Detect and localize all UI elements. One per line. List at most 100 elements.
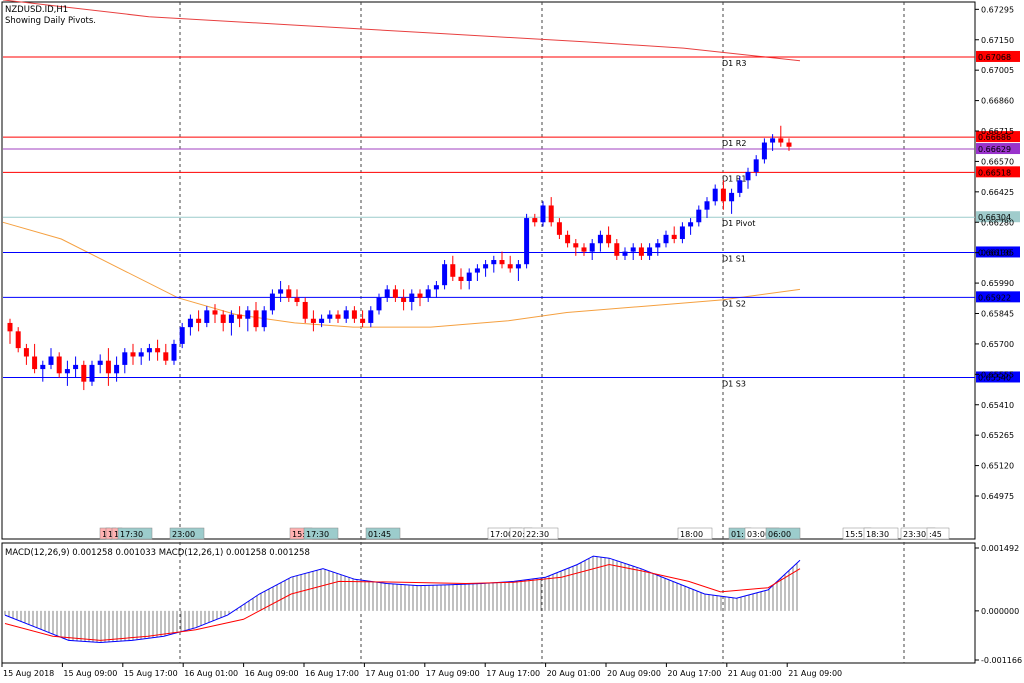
price-tick-label: 0.64975 (981, 492, 1014, 501)
candle-body (614, 243, 620, 256)
time-tick-label: 15 Aug 09:00 (63, 669, 117, 678)
event-tag (365, 527, 401, 540)
candle-body (81, 364, 87, 382)
candle-body (565, 234, 571, 244)
event-tag-label: 01:45 (368, 530, 391, 539)
price-tick-label: 0.65265 (981, 431, 1014, 440)
price-tick-label: 0.67005 (981, 66, 1014, 75)
price-tick-label: 0.66425 (981, 188, 1014, 197)
candle-body (286, 289, 292, 298)
pivot-label: D1 S2 (722, 299, 746, 308)
macd-panel-frame (1, 542, 976, 664)
candle-body (499, 260, 505, 265)
pivot-price-tag (976, 143, 1020, 155)
price-tick-label: 0.66280 (981, 218, 1014, 227)
time-tick-label: 16 Aug 01:00 (184, 669, 238, 678)
price-tick-label: 0.66570 (981, 157, 1014, 166)
pivot-label: D1 S1 (722, 254, 746, 263)
price-tick-label: 0.65410 (981, 401, 1014, 410)
candle-body (114, 364, 120, 374)
event-tag-label: :45 (929, 530, 942, 539)
pivot-price-tag-label: 0.66518 (978, 168, 1011, 177)
candle-body (679, 226, 685, 240)
candle-body (778, 138, 784, 143)
candle-body (474, 268, 480, 273)
candle-body (335, 314, 341, 319)
candle-body (105, 360, 111, 374)
price-tick-label: 0.67150 (981, 36, 1014, 45)
candle-body (122, 352, 128, 365)
event-tag-label: 17:30 (120, 530, 143, 539)
candle-body (606, 234, 612, 244)
event-tag (303, 527, 339, 540)
candle-body (647, 247, 653, 256)
candle-body (171, 343, 177, 361)
candle-body (179, 327, 185, 344)
pivot-subtitle: Showing Daily Pivots. (5, 16, 96, 26)
candle-body (15, 331, 21, 349)
candle-body (417, 293, 423, 298)
candle-body (491, 260, 497, 265)
time-tick-label: 17 Aug 17:00 (486, 669, 540, 678)
time-tick-label: 17 Aug 01:00 (365, 669, 419, 678)
price-panel-frame (1, 1, 976, 540)
candle-body (360, 318, 366, 323)
candle-body (548, 205, 554, 223)
candle-body (425, 289, 431, 298)
candle-body (515, 264, 521, 269)
price-tick-label: 0.66715 (981, 127, 1014, 136)
candle-body (56, 356, 62, 374)
time-tick-label: 16 Aug 17:00 (305, 669, 359, 678)
event-tag-label: 23:30 (903, 530, 926, 539)
candle-body (130, 352, 136, 357)
candle-body (294, 297, 300, 302)
candle-body (89, 364, 95, 382)
candle-body (23, 348, 29, 357)
event-tag (169, 527, 205, 540)
event-tag (765, 527, 801, 540)
pivot-price-tag-label: 0.65540 (978, 373, 1011, 382)
candle-body (450, 264, 456, 277)
candle-body (597, 234, 603, 244)
candle-body (696, 209, 702, 223)
candle-body (261, 310, 267, 328)
candle-body (343, 310, 349, 319)
candle-body (786, 142, 792, 147)
candle-body (663, 234, 669, 244)
event-tag-label: 06:00 (768, 530, 791, 539)
candle-body (638, 247, 644, 256)
candle-body (237, 314, 243, 319)
candle-body (64, 369, 70, 374)
candle-body (524, 218, 530, 265)
candle-body (720, 188, 726, 202)
moving-average-red (2, 0, 801, 62)
pivot-price-tag (976, 291, 1020, 303)
candle-body (688, 222, 694, 227)
macd-label: MACD(12,26,9) 0.001258 0.001033 MACD(12,… (5, 548, 310, 558)
candle-body (212, 310, 218, 315)
candle-body (376, 297, 382, 311)
event-tag-label: 1 (102, 530, 107, 539)
pivot-price-tag (976, 50, 1020, 62)
price-tick-label: 0.65845 (981, 310, 1014, 319)
event-tag-label: 03:00 (747, 530, 770, 539)
event-tag (523, 527, 559, 540)
pivot-price-tag (976, 211, 1020, 223)
price-tick-label: 0.66860 (981, 97, 1014, 106)
time-tick-label: 21 Aug 09:00 (788, 669, 842, 678)
candle-body (712, 188, 718, 202)
pivot-price-tag (976, 131, 1020, 143)
candle-body (32, 356, 38, 370)
candle-body (581, 247, 587, 252)
candle-body (401, 297, 407, 302)
candle-body (155, 348, 161, 353)
event-tag-label: 17:30 (306, 530, 329, 539)
time-tick-label: 20 Aug 01:00 (547, 669, 601, 678)
event-tag-label: 15:5 (845, 530, 863, 539)
candle-body (146, 348, 152, 353)
event-tag (117, 527, 153, 540)
pivot-label: D1 R1 (722, 174, 746, 183)
pivot-label: D1 Pivot (722, 219, 755, 228)
candle-body (384, 289, 390, 298)
